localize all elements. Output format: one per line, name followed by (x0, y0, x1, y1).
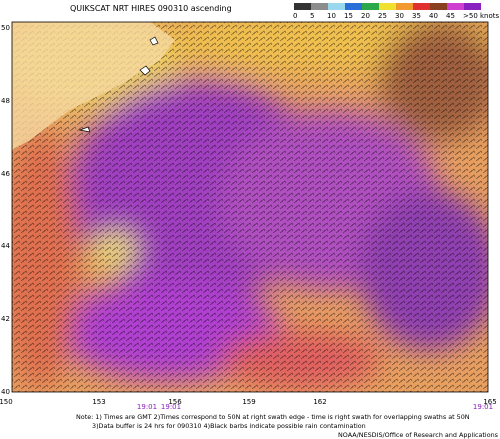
lat-label: 48 (1, 97, 10, 105)
legend-label: 45 (446, 12, 455, 20)
map-frame (11, 21, 489, 393)
legend-swatch (464, 3, 481, 10)
legend-swatch (447, 3, 464, 10)
wind-field (12, 22, 488, 392)
lat-label: 42 (1, 315, 10, 323)
time-label: 19:01 (137, 403, 157, 411)
legend-label: 25 (378, 12, 387, 20)
time-label: 19:01 (473, 403, 493, 411)
legend-swatch (294, 3, 311, 10)
lon-label: 156 (168, 398, 182, 406)
note-line: Note: 1) Times are GMT 2)Times correspon… (76, 413, 470, 421)
legend-swatch (362, 3, 379, 10)
legend-label: 40 (429, 12, 438, 20)
lat-label: 40 (1, 388, 10, 396)
map-title: QUIKSCAT NRT HIRES 090310 ascending (70, 4, 232, 13)
legend: 0 5 10 15 20 25 30 35 40 45 >50 knots (293, 3, 500, 20)
legend-swatch (379, 3, 396, 10)
legend-swatch (413, 3, 430, 10)
lon-label: 150 (0, 398, 13, 406)
legend-label: 15 (344, 12, 353, 20)
note-line: NOAA/NESDIS/Office of Research and Appli… (338, 431, 499, 439)
lat-label: 50 (1, 24, 10, 32)
lon-label: 165 (483, 398, 496, 406)
legend-label: 5 (310, 12, 314, 20)
legend-label: 30 (395, 12, 404, 20)
lon-label: 153 (92, 398, 105, 406)
legend-swatch (311, 3, 328, 10)
legend-swatch (345, 3, 362, 10)
lat-label: 46 (1, 170, 10, 178)
time-label: 19:01 (161, 403, 181, 411)
lon-label: 162 (313, 398, 326, 406)
legend-label: 10 (327, 12, 336, 20)
legend-label: >50 knots (463, 12, 500, 20)
legend-swatch (396, 3, 413, 10)
legend-label: 35 (412, 12, 421, 20)
legend-swatch (430, 3, 447, 10)
lon-label: 159 (242, 398, 255, 406)
note-line: 3)Data buffer is 24 hrs for 090310 4)Bla… (92, 422, 366, 430)
legend-label: 20 (361, 12, 370, 20)
legend-label: 0 (293, 12, 297, 20)
legend-swatch (328, 3, 345, 10)
lat-label: 44 (1, 242, 10, 250)
